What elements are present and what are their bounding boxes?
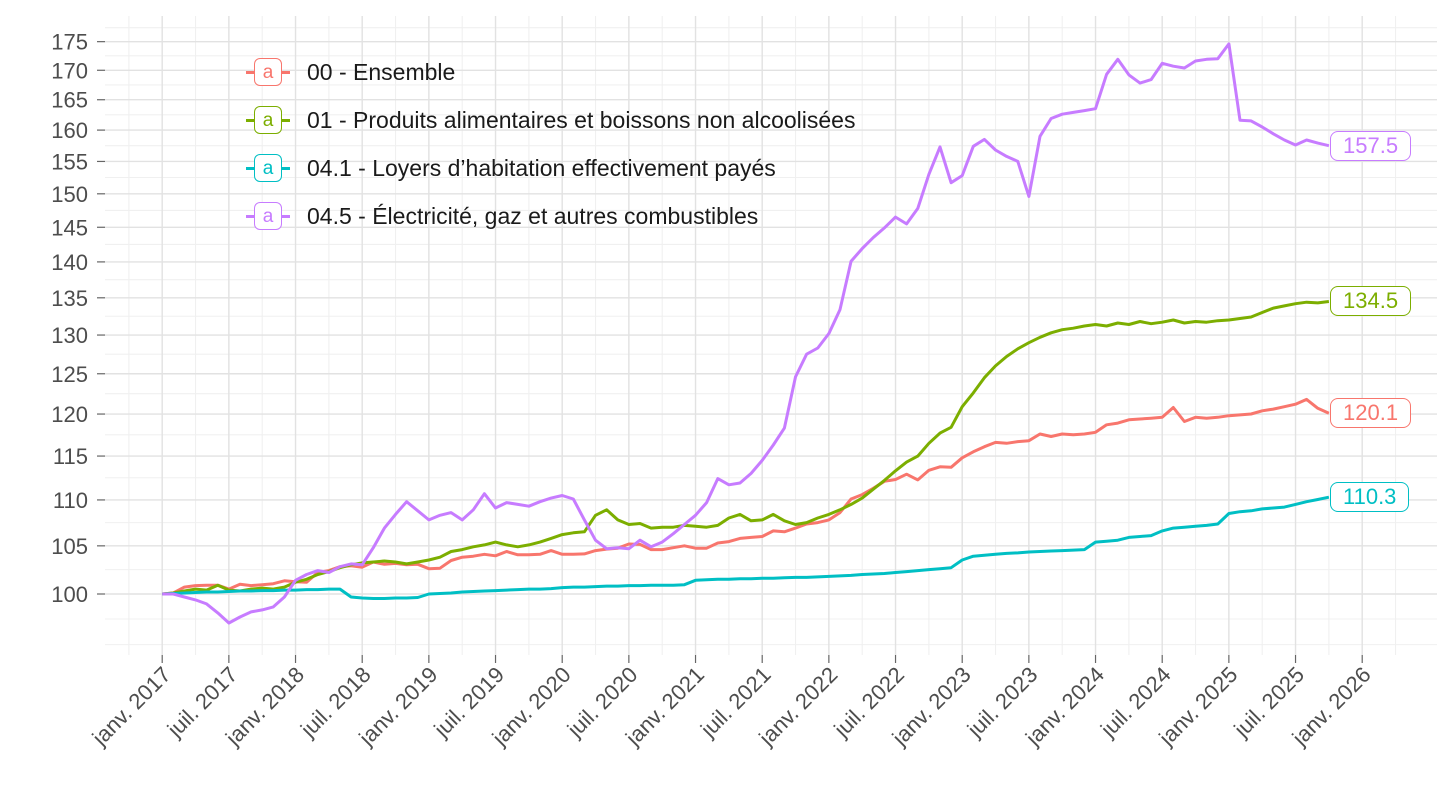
svg-text:160: 160 <box>51 118 88 143</box>
svg-text:145: 145 <box>51 215 88 240</box>
svg-text:155: 155 <box>51 149 88 174</box>
series-line-energie-04-5 <box>162 42 1330 625</box>
axis-ticks <box>97 41 1363 663</box>
gridlines-minor <box>105 16 1437 655</box>
end-value-label-ensemble: 120.1 <box>1330 398 1412 429</box>
svg-text:135: 135 <box>51 286 88 311</box>
series-line-alimentaires-01 <box>162 300 1330 596</box>
end-value-label-loyers: 110.3 <box>1330 482 1410 513</box>
svg-text:140: 140 <box>51 250 88 275</box>
gridlines-major <box>105 16 1437 655</box>
svg-text:130: 130 <box>51 323 88 348</box>
series-lines <box>162 42 1330 625</box>
svg-text:150: 150 <box>51 182 88 207</box>
svg-text:105: 105 <box>51 534 88 559</box>
svg-text:110: 110 <box>53 488 88 513</box>
svg-text:100: 100 <box>51 582 88 607</box>
svg-text:120: 120 <box>51 402 88 427</box>
svg-text:165: 165 <box>51 88 88 113</box>
end-value-label-alimentaires: 134.5 <box>1330 286 1412 317</box>
svg-text:115: 115 <box>53 444 88 469</box>
svg-text:125: 125 <box>51 362 88 387</box>
svg-text:170: 170 <box>51 58 88 83</box>
svg-text:janv. 2017: janv. 2017 <box>87 662 176 751</box>
y-axis-tick-labels: 100 105 110 115 120 125 130 135 140 145 150 155 160 1… <box>51 30 88 607</box>
series-line-ensemble-00 <box>162 397 1330 596</box>
series-line-loyers-04-1 <box>162 495 1330 600</box>
svg-text:175: 175 <box>51 30 88 55</box>
end-value-label-energie: 157.5 <box>1330 130 1412 161</box>
